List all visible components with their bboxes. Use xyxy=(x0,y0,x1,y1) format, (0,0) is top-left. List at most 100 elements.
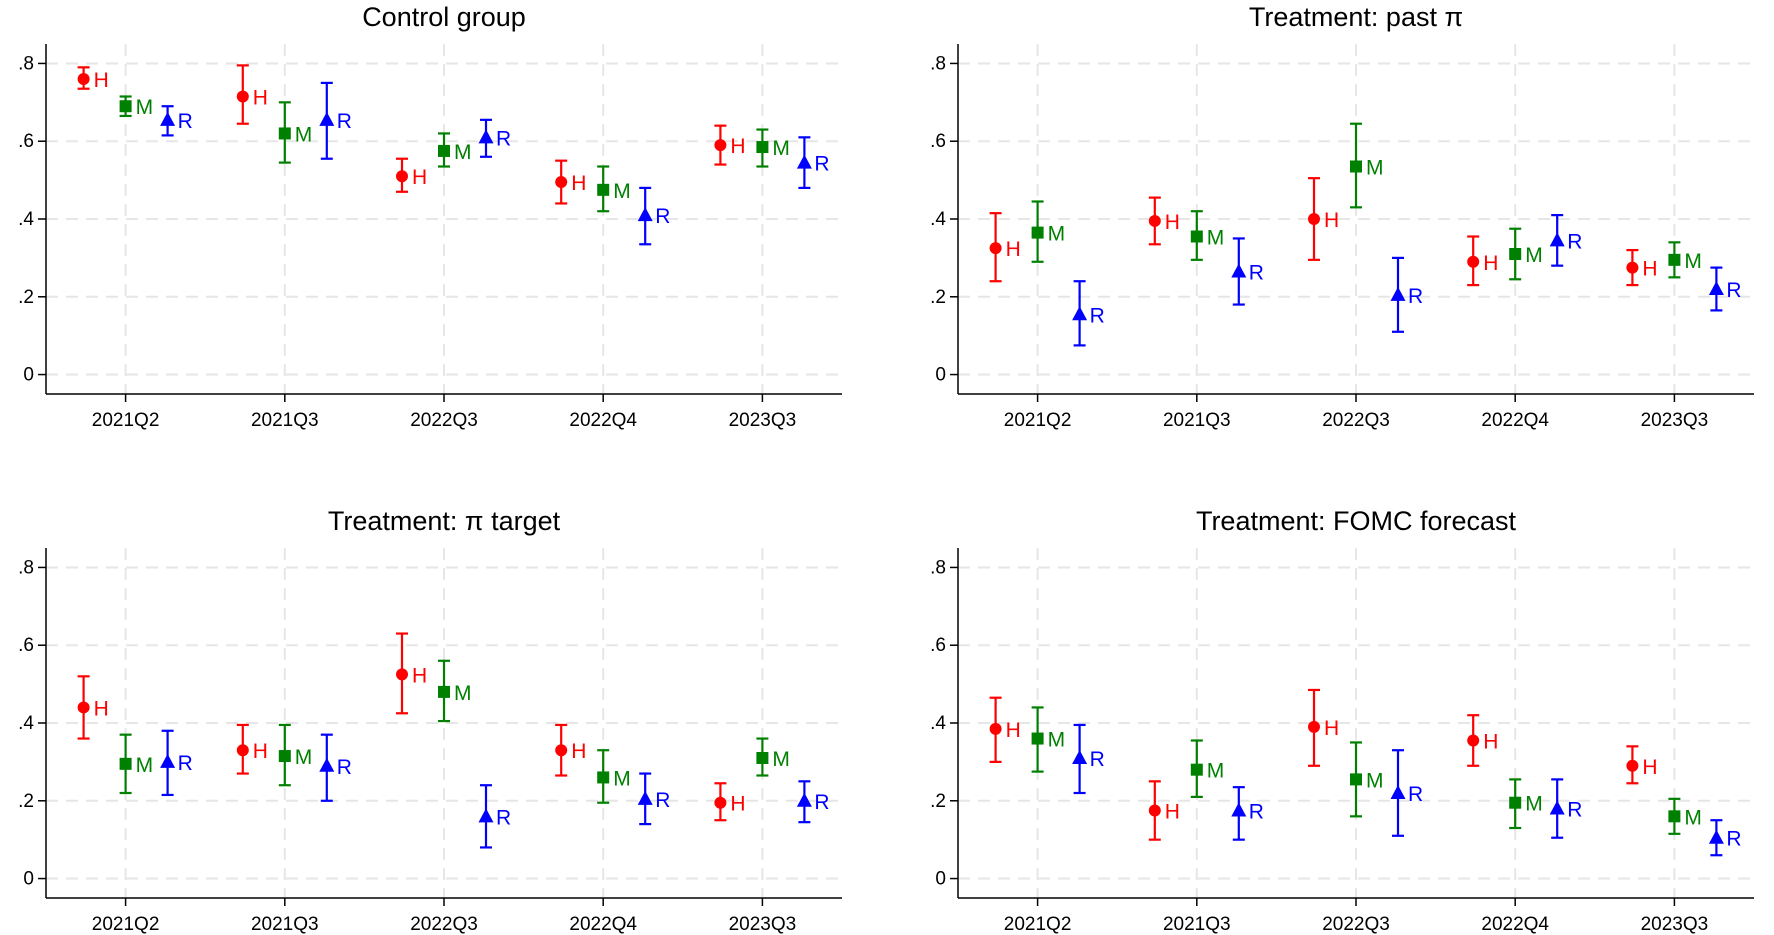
data-label: H xyxy=(412,166,427,189)
x-tick-label: 2022Q4 xyxy=(569,914,637,935)
data-label: H xyxy=(1006,238,1021,261)
data-label: M xyxy=(1366,769,1384,792)
x-tick-label: 2022Q4 xyxy=(569,410,637,431)
data-point xyxy=(119,100,132,113)
data-point xyxy=(1190,230,1203,243)
data-label: H xyxy=(1642,258,1657,281)
data-label: R xyxy=(1726,279,1741,302)
data-label: R xyxy=(1090,304,1105,327)
data-label: H xyxy=(1483,731,1498,754)
data-label: M xyxy=(1366,157,1384,180)
y-tick-label: .4 xyxy=(930,209,946,230)
chart-title: Control group xyxy=(362,2,526,32)
data-label: H xyxy=(253,87,268,110)
data-label: M xyxy=(1048,223,1066,246)
data-point xyxy=(278,750,291,763)
data-label: M xyxy=(295,123,313,146)
x-tick-label: 2022Q4 xyxy=(1481,914,1549,935)
data-point xyxy=(1390,785,1406,799)
data-label: M xyxy=(772,748,790,771)
data-point xyxy=(478,808,494,823)
data-point xyxy=(1148,804,1161,817)
data-label: H xyxy=(94,697,109,720)
x-tick-label: 2022Q3 xyxy=(410,410,478,431)
data-point xyxy=(597,183,610,196)
data-point xyxy=(1072,750,1088,764)
data-point xyxy=(1668,253,1681,266)
series-H: H H H H H xyxy=(989,688,1658,841)
data-point xyxy=(756,141,769,154)
data-label: M xyxy=(1684,250,1702,273)
data-point xyxy=(160,111,176,126)
data-point xyxy=(1467,255,1480,268)
x-tick-label: 2021Q2 xyxy=(92,410,160,431)
data-point xyxy=(236,744,249,757)
chart-title: Treatment: past π xyxy=(1249,2,1463,32)
data-label: R xyxy=(655,205,670,228)
data-point xyxy=(555,744,568,757)
data-point xyxy=(1668,810,1681,823)
data-label: M xyxy=(772,137,790,160)
y-tick-label: .6 xyxy=(930,131,946,152)
chart-title: Treatment: FOMC forecast xyxy=(1196,506,1517,536)
data-label: M xyxy=(454,141,472,164)
series-H: H H H H H xyxy=(77,64,746,205)
y-tick-label: .8 xyxy=(930,557,946,578)
data-point xyxy=(989,242,1002,255)
series-H: H H H H H xyxy=(989,177,1658,287)
data-label: H xyxy=(730,793,745,816)
x-tick-label: 2021Q3 xyxy=(251,914,319,935)
data-point xyxy=(1509,248,1522,260)
data-label: M xyxy=(1684,806,1702,829)
y-tick-label: .6 xyxy=(18,131,34,152)
data-point xyxy=(438,685,450,698)
data-point xyxy=(319,111,335,126)
data-label: R xyxy=(178,110,193,133)
data-label: H xyxy=(1165,211,1180,234)
data-point xyxy=(796,154,812,169)
x-tick-label: 2021Q2 xyxy=(1004,914,1072,935)
series-M: M M M M M xyxy=(119,659,790,804)
data-label: R xyxy=(1249,262,1264,285)
data-point xyxy=(396,170,408,183)
data-point xyxy=(1626,261,1639,274)
data-point xyxy=(396,668,408,681)
y-tick-label: .4 xyxy=(18,713,34,734)
data-point xyxy=(597,771,610,784)
data-label: H xyxy=(412,664,427,687)
data-point xyxy=(1350,160,1362,173)
y-tick-label: .2 xyxy=(18,287,34,308)
y-tick-label: .4 xyxy=(930,713,946,734)
chart-panel-3: Treatment: π target 0 .2 .4 .6 .8 2021Q2 2021Q3… xyxy=(18,506,842,935)
data-point xyxy=(1308,213,1320,225)
data-label: R xyxy=(814,791,829,814)
data-point xyxy=(319,757,335,772)
data-label: H xyxy=(1324,209,1339,232)
x-tick-label: 2022Q3 xyxy=(1322,410,1390,431)
chart-panel-1: Control group 0 .2 .4 .6 .8 2021Q2 2021Q3 2022Q3… xyxy=(18,2,842,431)
series-M: M M M M M xyxy=(1031,706,1702,835)
data-label: R xyxy=(496,127,511,150)
y-tick-label: 0 xyxy=(935,365,946,386)
data-point xyxy=(478,129,494,144)
data-label: R xyxy=(1408,285,1423,308)
data-point xyxy=(278,127,291,140)
data-point xyxy=(1072,306,1088,321)
series-M: M M M M M xyxy=(1031,122,1702,281)
data-label: R xyxy=(178,752,193,775)
data-point xyxy=(637,790,653,805)
data-point xyxy=(1708,281,1724,295)
y-tick-label: .2 xyxy=(930,791,946,812)
data-point xyxy=(1708,829,1724,844)
data-label: R xyxy=(1249,801,1264,824)
data-label: R xyxy=(337,110,352,133)
data-point xyxy=(1390,286,1406,301)
data-label: R xyxy=(1090,748,1105,771)
y-tick-label: .2 xyxy=(18,791,34,812)
data-label: M xyxy=(136,96,154,119)
y-tick-label: .8 xyxy=(930,53,946,74)
data-label: H xyxy=(1483,252,1498,275)
data-point xyxy=(756,752,769,764)
data-label: H xyxy=(571,172,586,195)
